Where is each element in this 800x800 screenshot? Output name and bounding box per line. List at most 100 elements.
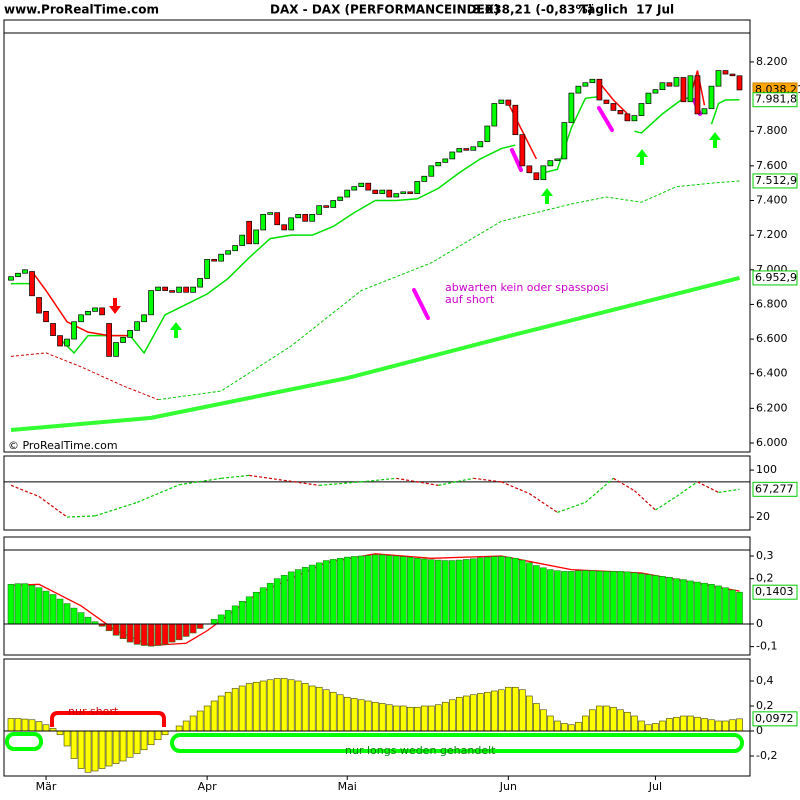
- stroke-mark: [412, 288, 430, 320]
- bar: [652, 723, 659, 732]
- bracket-long: [170, 733, 744, 753]
- bar: [399, 556, 407, 625]
- candle-body: [29, 271, 35, 297]
- y-tick-label: -0,1: [756, 640, 777, 653]
- bar: [540, 709, 547, 732]
- bar: [336, 557, 344, 625]
- bar: [456, 559, 463, 625]
- y-tick-label: -0,2: [756, 749, 777, 762]
- bar: [126, 730, 134, 758]
- candle-body: [379, 189, 386, 194]
- candle-body: [638, 103, 645, 116]
- bar: [491, 690, 498, 732]
- bar: [505, 686, 512, 732]
- candle-body: [519, 134, 526, 167]
- y-tick-label: 7.200: [756, 228, 788, 241]
- line-segment: [361, 477, 397, 483]
- candle-body: [463, 148, 470, 151]
- bar: [638, 720, 645, 732]
- candle-body: [491, 103, 498, 127]
- candle-body: [449, 151, 456, 160]
- bar: [273, 678, 281, 732]
- bar: [533, 703, 540, 732]
- bar: [596, 570, 603, 625]
- bar: [687, 580, 694, 625]
- candle-body: [477, 141, 484, 148]
- arrow-up: [541, 188, 553, 204]
- candle-body: [414, 181, 421, 194]
- value-tag-label: 7.512,9: [755, 174, 797, 187]
- arrow-up: [636, 149, 648, 165]
- line: [10, 275, 740, 432]
- bar: [498, 689, 505, 732]
- bar: [315, 686, 323, 732]
- y-tick-label: 0,2: [756, 572, 774, 585]
- candle-body: [715, 70, 722, 87]
- candle-body: [400, 191, 407, 194]
- arrow-up: [170, 322, 182, 338]
- y-tick-label: 7.400: [756, 193, 788, 206]
- bar: [210, 700, 218, 732]
- candle-body: [99, 307, 105, 316]
- candle-body: [407, 191, 414, 194]
- annotation: abwarten kein oder spassposi: [445, 281, 609, 294]
- bar: [273, 578, 281, 625]
- y-tick-label: 6.800: [756, 297, 788, 310]
- bar: [350, 556, 358, 625]
- bar: [28, 719, 36, 732]
- candle-body: [722, 70, 729, 75]
- arrow-up: [709, 132, 721, 148]
- value-tag-label: 0,0972: [755, 712, 794, 725]
- bar: [364, 700, 372, 732]
- bar: [147, 730, 155, 746]
- bar: [322, 689, 330, 732]
- bar: [280, 574, 288, 625]
- bar: [182, 720, 190, 732]
- bar: [456, 696, 463, 732]
- candle-body: [176, 286, 182, 293]
- candle-body: [442, 158, 449, 163]
- bar: [322, 560, 330, 625]
- candle-body: [92, 307, 98, 312]
- value-tag: [752, 711, 798, 727]
- bar: [505, 556, 512, 625]
- bar: [477, 557, 484, 625]
- candle-body: [694, 75, 701, 115]
- bar: [308, 685, 316, 732]
- bar: [91, 730, 99, 772]
- bar: [666, 577, 673, 625]
- line-segment: [655, 496, 677, 511]
- candle-body: [169, 290, 175, 293]
- candle-body: [547, 160, 554, 167]
- bar: [652, 575, 659, 625]
- candle-body: [15, 272, 21, 278]
- annotation: nur longs weden gehandelt: [345, 744, 496, 757]
- bar: [631, 715, 638, 732]
- bar: [196, 623, 204, 629]
- y-tick-label: 20: [756, 510, 770, 523]
- candle-body: [120, 336, 126, 343]
- bar: [357, 699, 365, 732]
- bar: [526, 562, 533, 625]
- candle-body: [736, 75, 743, 91]
- bar: [196, 710, 204, 732]
- bar: [28, 585, 36, 625]
- bar: [287, 571, 295, 625]
- bar: [610, 706, 617, 732]
- value-tag: [752, 92, 798, 108]
- bar: [484, 691, 491, 732]
- bar: [70, 730, 78, 759]
- candle-body: [148, 290, 154, 316]
- bar: [147, 623, 155, 647]
- candle-body: [337, 196, 344, 201]
- y-tick-label: 0,3: [756, 549, 774, 562]
- bar: [441, 701, 449, 732]
- bar: [175, 623, 183, 641]
- candle-body: [561, 122, 568, 160]
- quote: 8.038,21 (-0,83%): [472, 3, 593, 17]
- y-tick-label: 0: [756, 617, 763, 630]
- candle-body: [428, 165, 435, 177]
- bar: [378, 554, 386, 625]
- bar: [315, 562, 323, 625]
